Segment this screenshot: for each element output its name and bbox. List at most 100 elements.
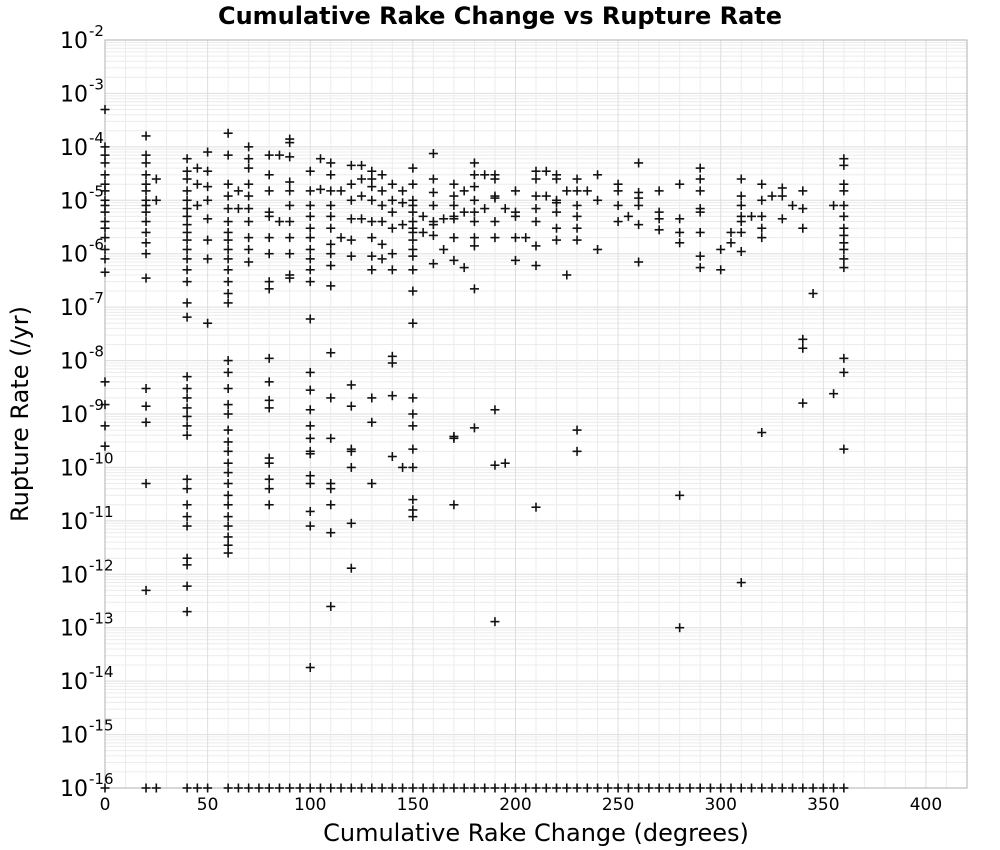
data-point — [326, 211, 336, 221]
data-point — [203, 214, 213, 224]
data-point — [736, 174, 746, 184]
data-point — [223, 479, 233, 489]
data-point — [469, 195, 479, 205]
data-point — [367, 417, 377, 427]
data-point — [264, 783, 274, 793]
data-point — [305, 314, 315, 324]
data-point — [223, 367, 233, 377]
data-point — [182, 581, 192, 591]
data-point — [141, 170, 151, 180]
data-point — [100, 150, 110, 160]
data-point — [839, 367, 849, 377]
data-point — [377, 186, 387, 196]
data-point — [264, 474, 274, 484]
data-point — [357, 160, 367, 170]
data-point — [367, 265, 377, 275]
data-point — [757, 783, 767, 793]
data-point — [623, 211, 633, 221]
data-point — [408, 393, 418, 403]
data-point — [593, 783, 603, 793]
data-point — [695, 207, 705, 217]
data-point — [305, 521, 315, 531]
data-point — [428, 187, 438, 197]
data-point — [798, 398, 808, 408]
data-point — [480, 783, 490, 793]
data-point — [408, 235, 418, 245]
data-point — [675, 227, 685, 237]
data-point — [531, 783, 541, 793]
data-point — [316, 783, 325, 793]
data-point — [675, 238, 685, 248]
data-point — [767, 191, 777, 201]
data-point — [223, 298, 233, 308]
data-point — [346, 446, 356, 456]
data-point — [305, 244, 315, 254]
data-point — [203, 166, 213, 176]
data-point — [634, 158, 644, 168]
data-point — [757, 211, 767, 221]
data-point — [346, 179, 356, 189]
data-point — [767, 783, 777, 793]
data-point — [428, 220, 438, 230]
data-point — [716, 783, 726, 793]
data-point — [305, 233, 315, 243]
data-point — [829, 389, 839, 399]
data-point — [141, 217, 151, 227]
data-point — [141, 249, 151, 259]
data-point — [613, 200, 623, 210]
data-point — [285, 152, 295, 162]
data-point — [203, 182, 213, 192]
data-point — [408, 421, 418, 431]
data-point — [757, 428, 767, 438]
data-point — [305, 367, 315, 377]
data-point — [295, 783, 305, 793]
data-point — [182, 421, 192, 431]
data-point — [305, 783, 315, 793]
data-point — [408, 512, 418, 522]
y-tick-base: 10 — [60, 82, 88, 107]
data-point — [326, 239, 336, 249]
data-point — [346, 195, 356, 205]
data-point — [469, 182, 479, 192]
y-tick-base: 10 — [60, 29, 88, 54]
data-point — [326, 484, 336, 494]
y-tick-exponent: -12 — [89, 556, 114, 574]
data-point — [593, 195, 603, 205]
x-tick-label: 150 — [397, 795, 429, 815]
data-point — [644, 783, 654, 793]
data-point — [736, 217, 746, 227]
y-tick-label: 10 -9 — [60, 396, 104, 428]
data-point — [223, 409, 233, 419]
data-point — [141, 207, 151, 217]
data-point — [192, 783, 202, 793]
data-point — [490, 217, 500, 227]
data-point — [726, 783, 736, 793]
data-point — [305, 277, 315, 287]
y-tick-label: 10 -11 — [60, 503, 114, 535]
data-point — [141, 227, 151, 237]
data-point — [264, 284, 274, 294]
data-point — [285, 783, 295, 793]
y-tick-label: 10 -10 — [60, 449, 114, 481]
data-point — [244, 191, 254, 201]
data-point — [305, 211, 315, 221]
data-point — [357, 174, 367, 184]
data-point — [182, 154, 192, 164]
data-point — [500, 204, 510, 214]
x-tick-label: 100 — [294, 795, 326, 815]
data-point — [480, 204, 490, 214]
data-point — [233, 186, 243, 196]
y-tick-label: 10 -3 — [60, 75, 104, 107]
data-point — [469, 207, 479, 217]
data-point — [100, 223, 110, 233]
data-point — [367, 174, 377, 184]
data-point — [654, 186, 664, 196]
data-point — [541, 166, 551, 176]
data-point — [357, 783, 367, 793]
data-point — [459, 783, 469, 793]
data-point — [408, 207, 418, 217]
data-point — [634, 783, 644, 793]
data-point — [182, 195, 192, 205]
data-point — [675, 783, 685, 793]
data-point — [777, 183, 787, 193]
